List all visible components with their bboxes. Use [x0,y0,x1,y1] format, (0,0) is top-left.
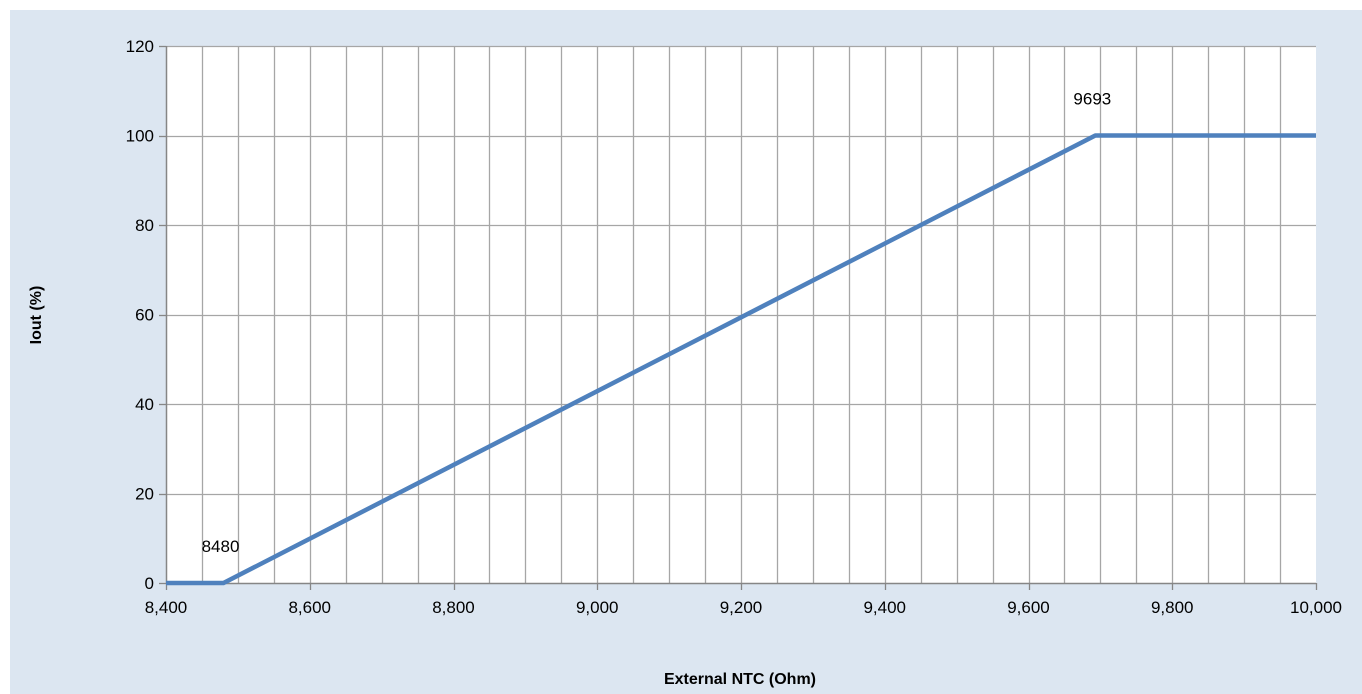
y-tick-label: 20 [135,485,154,504]
tick-labels: 8,400 8,600 8,800 9,000 9,200 9,400 9,600 9,800… [126,37,1342,617]
series-layer [166,133,1316,586]
y-tick-label: 80 [135,216,154,235]
axes [159,45,1318,590]
x-tick-label: 9,800 [1151,598,1194,617]
y-tick-label: 40 [135,395,154,414]
y-tick-label: 100 [126,127,154,146]
x-tick-label: 10,000 [1290,598,1342,617]
x-axis-title: External NTC (Ohm) [664,671,816,688]
grid-lines [166,45,1316,583]
y-tick-label: 0 [145,574,154,593]
data-label: 8480 [202,537,240,556]
data-label: 9693 [1073,90,1111,109]
y-tick-label: 120 [126,37,154,56]
x-tick-label: 9,000 [576,598,619,617]
x-tick-label: 8,400 [145,598,188,617]
x-tick-label: 9,400 [863,598,906,617]
x-tick-label: 9,600 [1007,598,1050,617]
x-tick-label: 8,600 [288,598,331,617]
x-tick-label: 8,800 [432,598,475,617]
y-tick-label: 60 [135,306,154,325]
annotations: 8480 9693 [202,90,1112,557]
x-tick-label: 9,200 [720,598,763,617]
series-line [166,133,1316,586]
y-axis-title: Iout (%) [28,286,45,345]
